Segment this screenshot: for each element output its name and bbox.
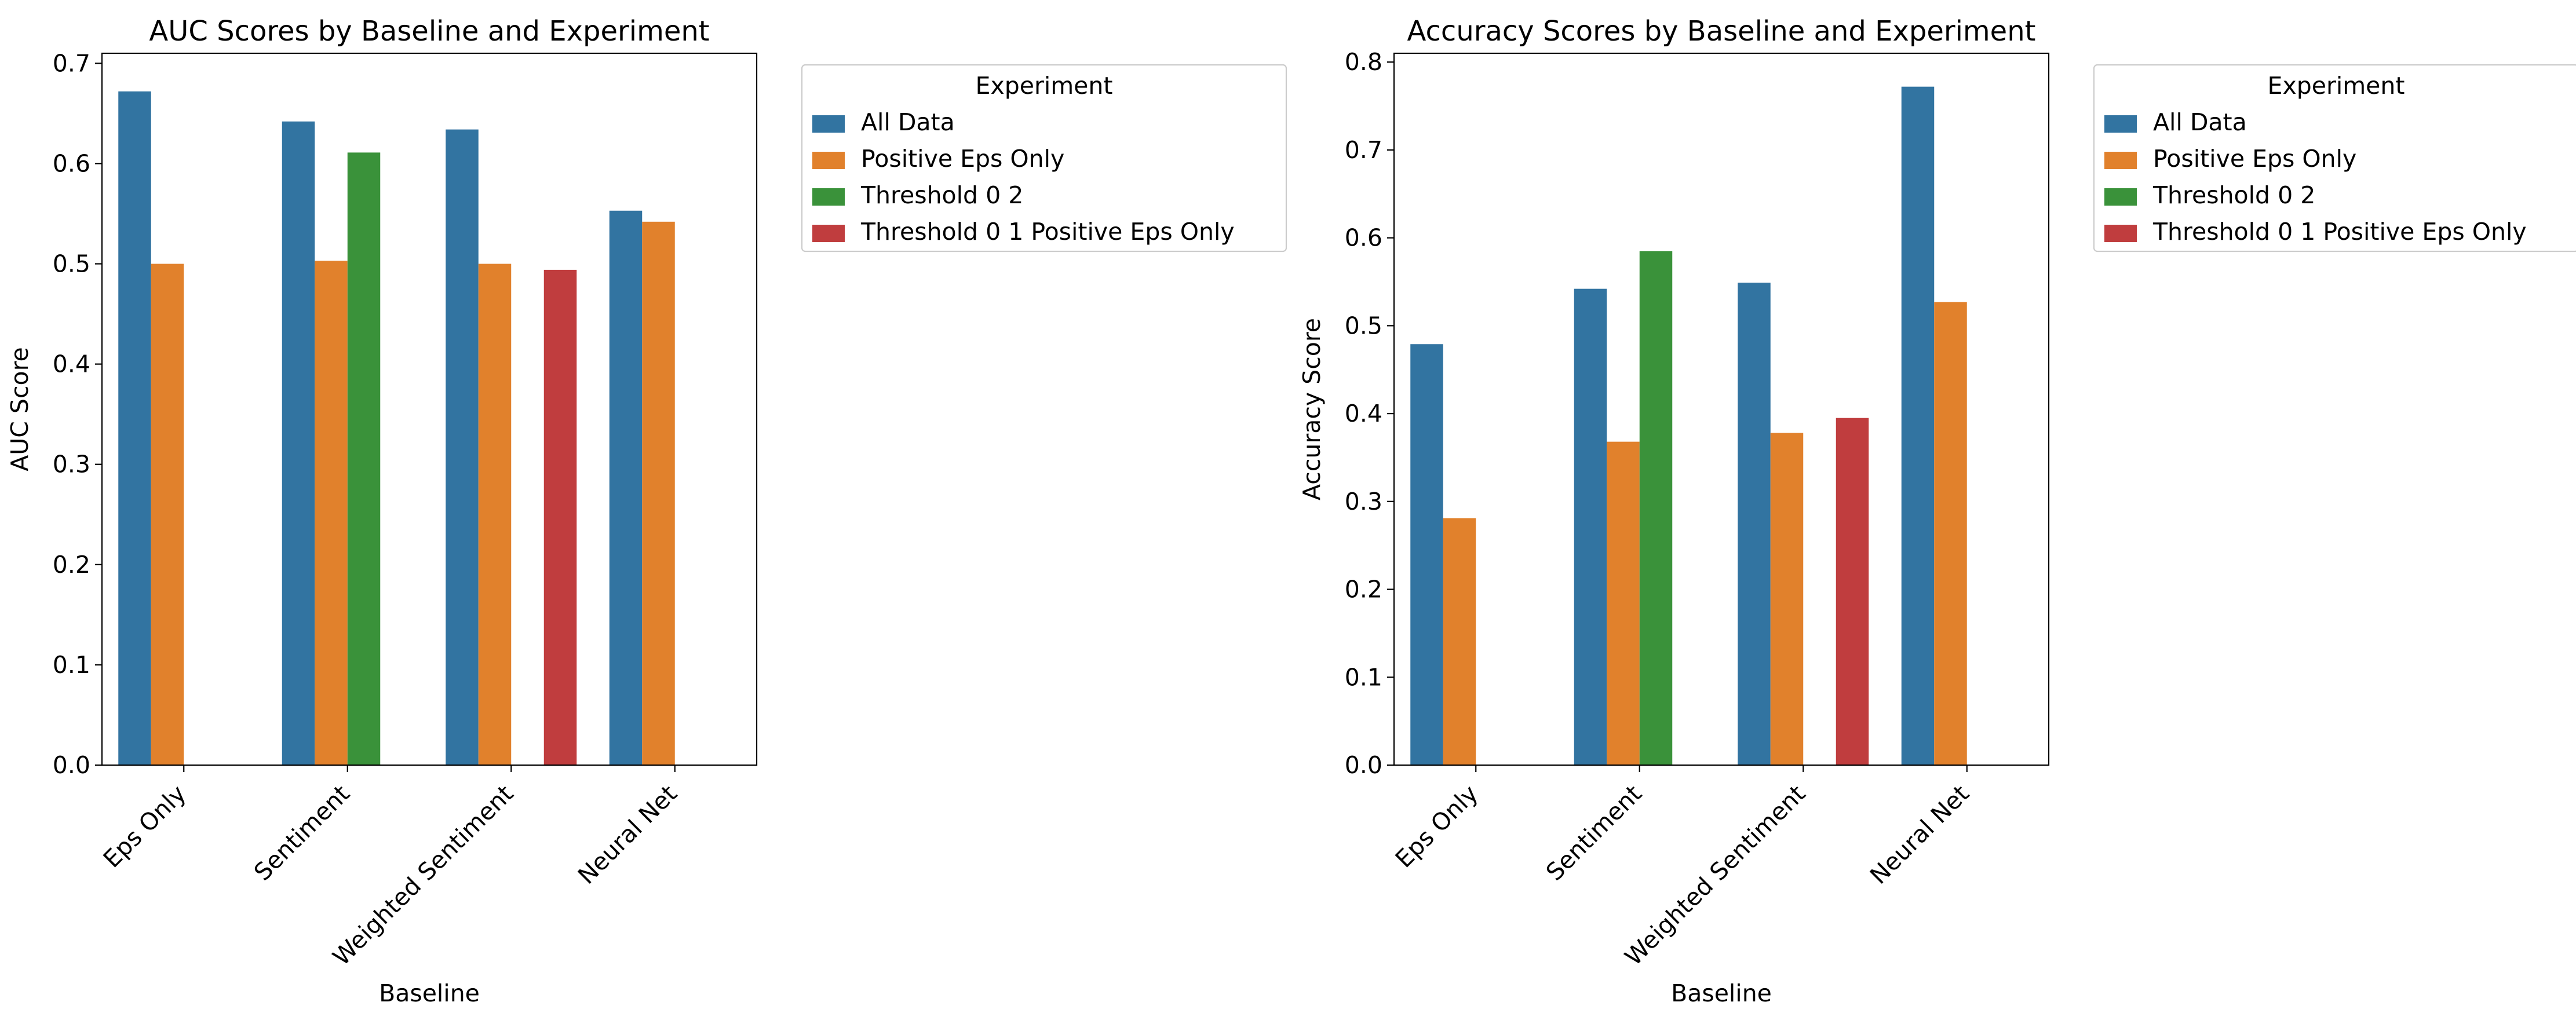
y-tick-label: 0.0 xyxy=(53,751,90,779)
bar-sentiment-positive-eps-only xyxy=(315,261,348,765)
bar-eps-only-positive-eps-only xyxy=(151,264,184,765)
legend-swatch-all-data xyxy=(2104,115,2137,133)
chart-title: AUC Scores by Baseline and Experiment xyxy=(149,15,709,47)
y-tick-label: 0.6 xyxy=(53,149,90,177)
bar-neural-net-positive-eps-only xyxy=(1934,302,1967,765)
auc-chart: 0.0 0.1 0.2 0.3 0.4 0.5 0.6 0.7 Eps Only Sentimen… xyxy=(6,15,1287,1007)
legend: Experiment All Data Positive Eps Only Thres… xyxy=(801,64,1287,253)
x-tick-label-neural-net: Neural Net xyxy=(572,780,683,890)
legend-swatch-positive-eps-only xyxy=(2104,152,2137,169)
bar-eps-only-positive-eps-only xyxy=(1443,518,1476,765)
y-tick-label: 0.5 xyxy=(53,250,90,278)
x-tick-label-eps-only: Eps Only xyxy=(98,780,191,873)
x-axis-label: Baseline xyxy=(379,979,480,1007)
y-tick-label: 0.3 xyxy=(1345,488,1382,515)
accuracy-chart: 0.0 0.1 0.2 0.3 0.4 0.5 0.6 0.7 0.8 Eps Only Senti… xyxy=(1298,15,2576,1007)
legend-swatch-all-data xyxy=(812,115,845,133)
y-tick-label: 0.8 xyxy=(1345,48,1382,76)
bar-eps-only-all-data xyxy=(118,91,151,765)
bar-sentiment-threshold-0-2 xyxy=(347,152,381,765)
plot-frame xyxy=(1393,52,2050,766)
x-tick-label-neural-net: Neural Net xyxy=(1865,780,1975,890)
y-tick-label: 0.2 xyxy=(1345,576,1382,604)
bar-weighted-sentiment-positive-eps-only xyxy=(478,264,512,765)
legend: Experiment All Data Positive Eps Only Thres… xyxy=(2093,64,2576,253)
legend-title: Experiment xyxy=(2268,72,2405,100)
y-axis-label: Accuracy Score xyxy=(1298,318,1326,500)
bar-sentiment-all-data xyxy=(1574,288,1607,766)
y-tick-label: 0.1 xyxy=(1345,663,1382,691)
bar-sentiment-all-data xyxy=(282,121,315,766)
y-tick-label: 0.7 xyxy=(53,49,90,77)
legend-swatch-threshold-0-2 xyxy=(812,188,845,206)
bar-weighted-sentiment-threshold-0-1-positive-eps-only xyxy=(543,269,577,765)
legend-label-threshold-0-2: Threshold 0 2 xyxy=(2152,181,2315,209)
legend-swatch-threshold-0-1-positive-eps-only xyxy=(812,225,845,242)
legend-title: Experiment xyxy=(976,72,1113,100)
bar-weighted-sentiment-all-data xyxy=(1738,283,1771,765)
plot-frame xyxy=(101,52,758,766)
bar-weighted-sentiment-positive-eps-only xyxy=(1770,433,1804,765)
y-tick-label: 0.5 xyxy=(1345,312,1382,339)
bar-neural-net-positive-eps-only xyxy=(642,221,675,765)
y-tick-label: 0.0 xyxy=(1345,751,1382,779)
legend-label-all-data: All Data xyxy=(861,108,955,136)
y-tick-label: 0.1 xyxy=(53,651,90,679)
legend-label-positive-eps-only: Positive Eps Only xyxy=(2153,145,2356,173)
legend-label-threshold-0-1-positive-eps-only: Threshold 0 1 Positive Eps Only xyxy=(860,218,1235,246)
x-tick-label-sentiment: Sentiment xyxy=(249,780,355,886)
legend-swatch-threshold-0-2 xyxy=(2104,188,2137,206)
legend-label-threshold-0-2: Threshold 0 2 xyxy=(860,181,1023,209)
y-tick-label: 0.4 xyxy=(1345,400,1382,427)
legend-frame xyxy=(801,64,1287,253)
y-tick-label: 0.7 xyxy=(1345,136,1382,164)
bar-weighted-sentiment-all-data xyxy=(446,129,479,765)
y-tick-label: 0.4 xyxy=(53,350,90,378)
bar-neural-net-all-data xyxy=(609,210,643,766)
y-tick-label: 0.2 xyxy=(53,551,90,579)
legend-label-all-data: All Data xyxy=(2153,108,2247,136)
bar-sentiment-positive-eps-only xyxy=(1607,441,1640,765)
legend-swatch-positive-eps-only xyxy=(812,152,845,169)
y-tick-label: 0.6 xyxy=(1345,224,1382,252)
x-tick-label-eps-only: Eps Only xyxy=(1390,780,1483,873)
x-tick-label-sentiment: Sentiment xyxy=(1541,780,1647,886)
x-axis-label: Baseline xyxy=(1671,979,1772,1007)
bar-eps-only-all-data xyxy=(1410,344,1443,765)
legend-frame xyxy=(2093,64,2576,253)
legend-label-positive-eps-only: Positive Eps Only xyxy=(861,145,1064,173)
x-tick-label-weighted-sentiment: Weighted Sentiment xyxy=(327,780,519,971)
bar-sentiment-threshold-0-2 xyxy=(1639,251,1673,765)
y-tick-label: 0.3 xyxy=(53,451,90,478)
bar-weighted-sentiment-threshold-0-1-positive-eps-only xyxy=(1836,418,1869,765)
x-tick-label-weighted-sentiment: Weighted Sentiment xyxy=(1619,780,1811,971)
legend-label-threshold-0-1-positive-eps-only: Threshold 0 1 Positive Eps Only xyxy=(2152,218,2527,246)
y-axis-label: AUC Score xyxy=(6,347,34,471)
bars xyxy=(118,91,675,766)
bar-neural-net-all-data xyxy=(1901,86,1935,766)
legend-swatch-threshold-0-1-positive-eps-only xyxy=(2104,225,2137,242)
bars xyxy=(1410,86,1967,766)
chart-title: Accuracy Scores by Baseline and Experime… xyxy=(1407,15,2036,47)
